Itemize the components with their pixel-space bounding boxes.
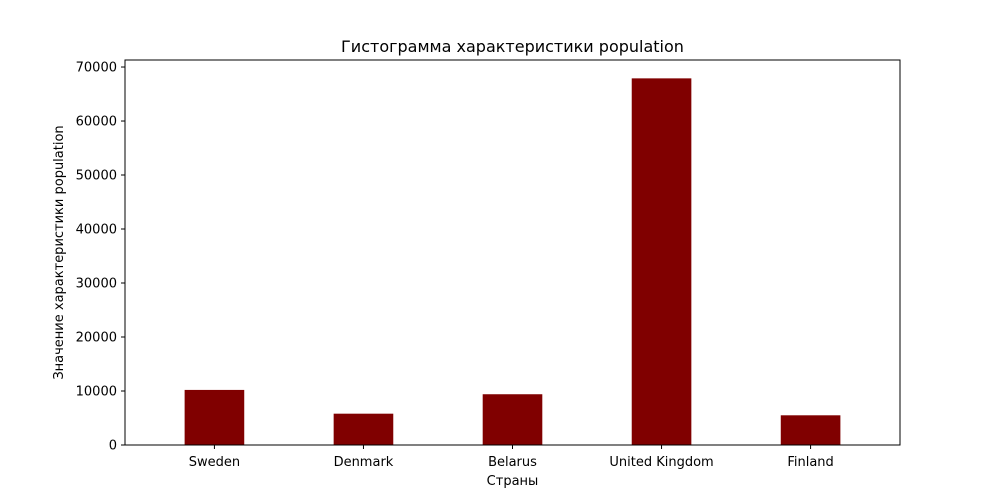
bar-finland bbox=[780, 415, 841, 445]
y-tick-label: 50000 bbox=[76, 169, 117, 184]
chart-title: Гистограмма характеристики population bbox=[341, 37, 684, 56]
bar-united-kingdom bbox=[631, 78, 692, 446]
y-tick-label: 0 bbox=[109, 439, 117, 454]
x-axis: Sweden Denmark Belarus United Kingdom Finlan… bbox=[189, 445, 834, 470]
y-tick-label: 10000 bbox=[76, 385, 117, 400]
y-axis-label: Значение характеристики population bbox=[52, 125, 67, 379]
bar-sweden bbox=[184, 389, 245, 445]
y-axis: 0 10000 20000 30000 40000 50000 60000 70000 bbox=[76, 61, 125, 454]
bar-belarus bbox=[482, 394, 543, 445]
x-tick-label: Belarus bbox=[488, 455, 537, 470]
y-tick-label: 30000 bbox=[76, 277, 117, 292]
x-tick-label: Sweden bbox=[189, 455, 240, 470]
bars-group bbox=[184, 78, 841, 446]
y-tick-label: 40000 bbox=[76, 223, 117, 238]
plot-frame bbox=[124, 59, 901, 446]
x-tick-label: United Kingdom bbox=[609, 455, 713, 470]
y-tick-label: 20000 bbox=[76, 331, 117, 346]
x-tick-label: Finland bbox=[787, 455, 833, 470]
x-tick-label: Denmark bbox=[334, 455, 394, 470]
y-tick-label: 70000 bbox=[76, 61, 117, 76]
bar-denmark bbox=[333, 413, 394, 445]
x-axis-label: Страны bbox=[487, 474, 539, 489]
y-tick-label: 60000 bbox=[76, 115, 117, 130]
